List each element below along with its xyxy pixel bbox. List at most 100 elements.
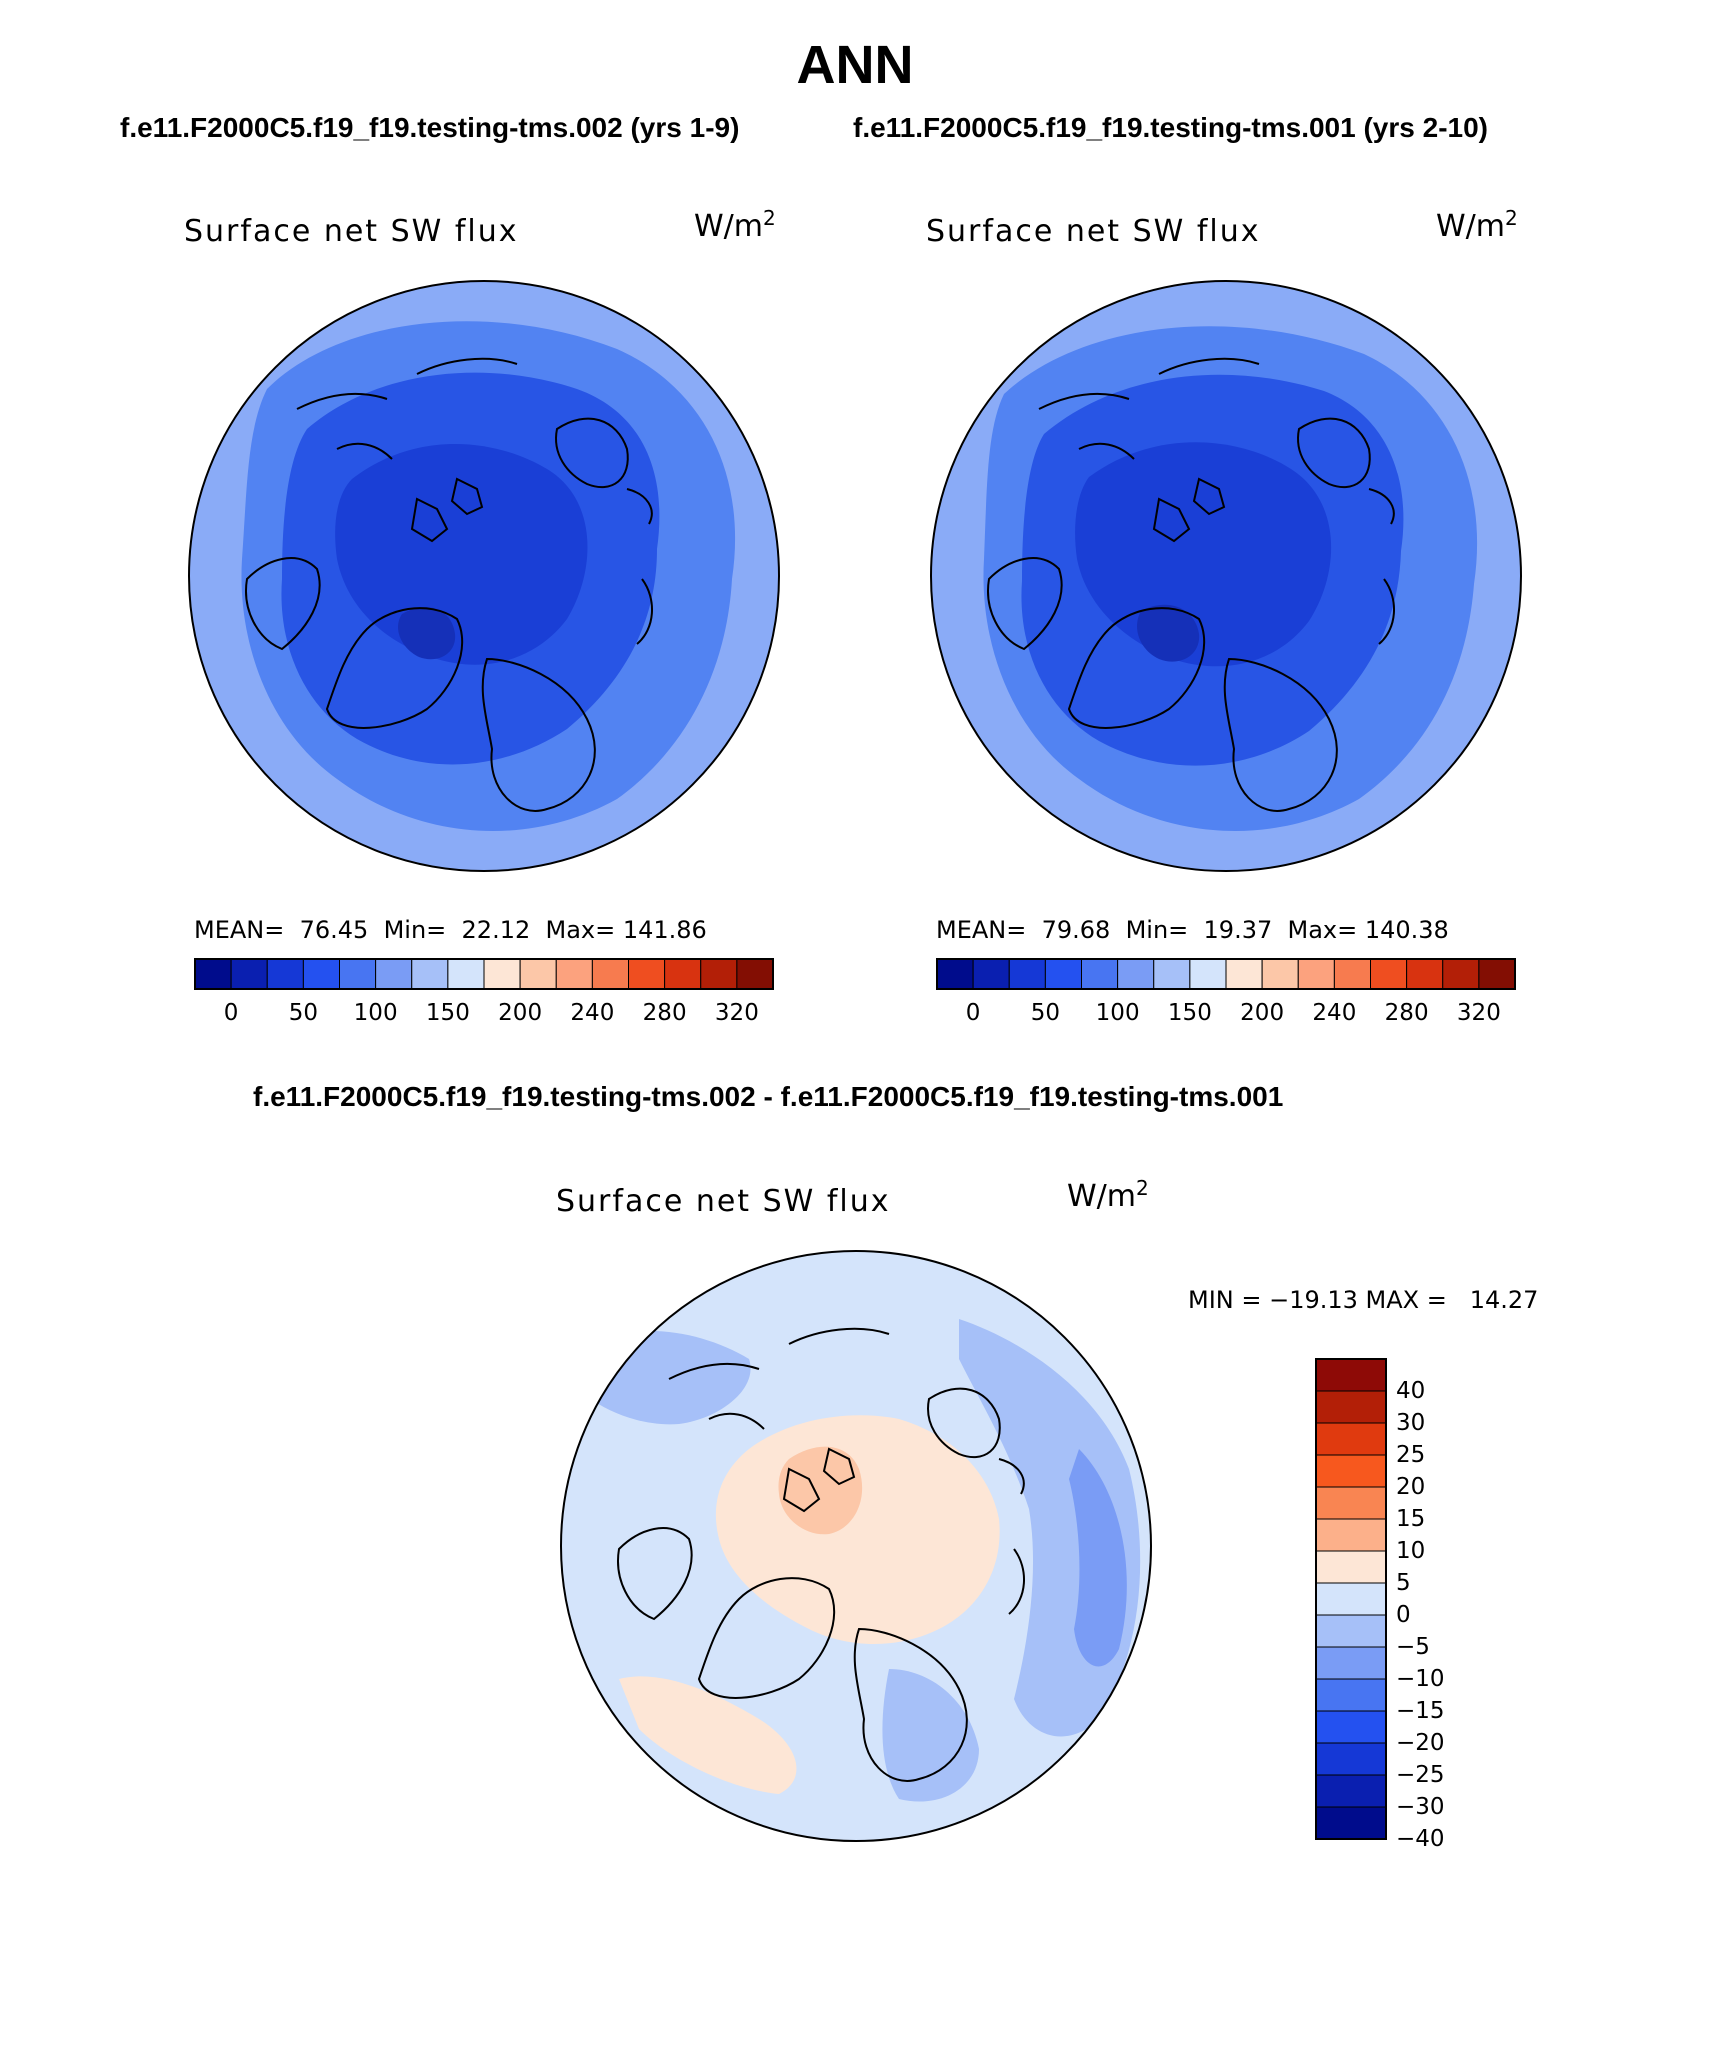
colorbar-swatch [1261,958,1299,990]
panel2-central [1075,442,1332,667]
colorbar-swatch [1406,958,1444,990]
panel1-greenland-core [398,606,456,660]
colorbar-tick-label: 240 [1312,1000,1357,1026]
colorbar-swatch [700,958,738,990]
panel2-units: W/m2 [1436,206,1518,244]
diff-title: f.e11.F2000C5.f19_f19.testing-tms.002 - … [253,1081,1284,1112]
diff-colorbar-tick-label: −5 [1396,1634,1430,1660]
colorbar-tick-label: 0 [223,1000,239,1026]
diff-colorbar-tick-label: 15 [1396,1506,1426,1532]
diff-units: W/m2 [1067,1176,1149,1214]
colorbar-swatch [628,958,666,990]
diff-colorbar-tick-label: −20 [1396,1730,1445,1756]
colorbar-swatch [664,958,702,990]
colorbar-tick-label: 150 [425,1000,470,1026]
colorbar-tick-label: 200 [498,1000,543,1026]
colorbar-swatch [1370,958,1408,990]
colorbar-tick-label: 200 [1240,1000,1285,1026]
diff-variable-label: Surface net SW flux [556,1184,891,1219]
panel1-central [335,444,588,665]
diff-colorbar-tick-label: 40 [1396,1378,1426,1404]
panel2-colorbar-ticks: 0 50 100 150 200 240 280 320 [937,1000,1515,1030]
diff-colorbar-tick-label: −10 [1396,1666,1445,1692]
diff-colorbar-tick-label: 5 [1396,1570,1411,1596]
diff-colorbar-swatch [1315,1390,1387,1424]
colorbar-tick-label: 100 [1095,1000,1140,1026]
colorbar-tick-label: 280 [642,1000,687,1026]
diff-neg-mid-east [1069,1449,1127,1667]
panel1-colorbar-ticks: 0 50 100 150 200 240 280 320 [195,1000,773,1030]
colorbar-swatch [339,958,377,990]
colorbar-swatch [1333,958,1371,990]
diff-colorbar-tick-label: −15 [1396,1698,1445,1724]
panel1-variable-label: Surface net SW flux [184,214,519,249]
colorbar-swatch [972,958,1010,990]
diff-colorbar-tick-label: 20 [1396,1474,1426,1500]
colorbar-tick-label: 280 [1384,1000,1429,1026]
diff-colorbar-tick-label: −30 [1396,1794,1445,1820]
diff-colorbar-swatch [1315,1614,1387,1648]
panel1-units: W/m2 [694,206,776,244]
panel1-stats: MEAN= 76.45 Min= 22.12 Max= 141.86 [194,916,707,944]
diff-colorbar-swatch [1315,1806,1387,1840]
colorbar-swatch [591,958,629,990]
diff-colorbar [1315,1358,1387,1840]
panel2-variable-label: Surface net SW flux [926,214,1261,249]
diff-colorbar-swatch [1315,1710,1387,1744]
diff-colorbar-tick-label: 0 [1396,1602,1411,1628]
diff-colorbar-swatch [1315,1422,1387,1456]
colorbar-swatch [375,958,413,990]
colorbar-tick-label: 100 [353,1000,398,1026]
colorbar-swatch [1081,958,1119,990]
colorbar-swatch [1117,958,1155,990]
diff-colorbar-swatch [1315,1774,1387,1808]
panel1-polar-map [188,280,780,872]
colorbar-swatch [1478,958,1516,990]
diff-colorbar-swatch [1315,1486,1387,1520]
diff-colorbar-swatch [1315,1678,1387,1712]
diff-pos-weak-south [619,1676,797,1794]
colorbar-swatch [411,958,449,990]
colorbar-tick-label: 240 [570,1000,615,1026]
diff-colorbar-swatch [1315,1646,1387,1680]
colorbar-swatch [194,958,232,990]
diff-colorbar-swatch [1315,1550,1387,1584]
colorbar-tick-label: 320 [714,1000,759,1026]
colorbar-swatch [736,958,774,990]
colorbar-swatch [1442,958,1480,990]
diff-colorbar-swatch [1315,1742,1387,1776]
diff-colorbar-tick-label: 10 [1396,1538,1426,1564]
panel1-colorbar [194,958,774,990]
colorbar-swatch [302,958,340,990]
diff-stats: MIN = −19.13 MAX = 14.27 [1188,1286,1539,1314]
colorbar-swatch [519,958,557,990]
colorbar-swatch [1297,958,1335,990]
subtitle-left: f.e11.F2000C5.f19_f19.testing-tms.002 (y… [120,112,740,143]
diff-colorbar-tick-label: −25 [1396,1762,1445,1788]
diff-colorbar-tick-label: −40 [1396,1826,1445,1852]
diff-colorbar-tick-label: 25 [1396,1442,1426,1468]
colorbar-swatch [555,958,593,990]
colorbar-swatch [1044,958,1082,990]
colorbar-tick-label: 0 [965,1000,981,1026]
diff-colorbar-swatch [1315,1582,1387,1616]
diff-colorbar-swatch [1315,1518,1387,1552]
page-title: ANN [796,35,914,95]
panel2-stats: MEAN= 79.68 Min= 19.37 Max= 140.38 [936,916,1449,944]
diff-colorbar-ticks: 40 30 25 20 15 10 5 0 −5 −10 −15 −20 −25 −30 −40 [1396,1359,1476,1852]
colorbar-swatch [483,958,521,990]
diff-colorbar-tick-label: 30 [1396,1410,1426,1436]
colorbar-swatch [936,958,974,990]
colorbar-tick-label: 50 [1030,1000,1061,1026]
subtitle-right: f.e11.F2000C5.f19_f19.testing-tms.001 (y… [853,112,1488,143]
colorbar-swatch [1189,958,1227,990]
colorbar-swatch [1008,958,1046,990]
diff-colorbar-swatch [1315,1358,1387,1392]
diff-polar-map [560,1250,1152,1842]
diff-neg-weak-europe [882,1669,979,1802]
panel2-colorbar [936,958,1516,990]
diff-pos-mid [778,1446,863,1535]
colorbar-tick-label: 320 [1456,1000,1501,1026]
panel2-greenland-core [1137,604,1200,662]
colorbar-swatch [266,958,304,990]
